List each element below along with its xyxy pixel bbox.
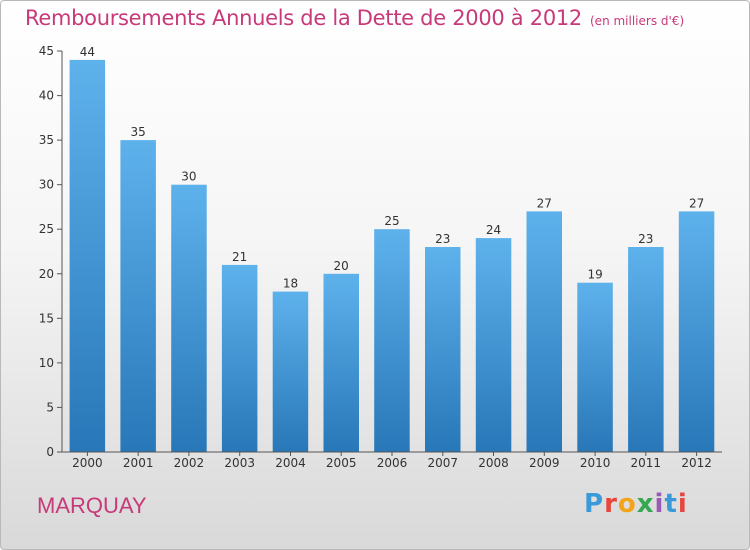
title-text: Remboursements Annuels de la Dette de 20… xyxy=(25,6,582,30)
logo-letter: o xyxy=(617,489,637,519)
x-tick-label-2009: 2009 xyxy=(529,456,560,470)
x-tick-label-2007: 2007 xyxy=(428,456,459,470)
bar-2003 xyxy=(221,264,258,452)
y-tick-label-15: 15 xyxy=(39,311,54,325)
x-tick-label-2012: 2012 xyxy=(681,456,712,470)
x-tick-label-2010: 2010 xyxy=(580,456,611,470)
y-tick-label-25: 25 xyxy=(39,222,54,236)
logo-letter: i xyxy=(677,489,688,519)
bar-2001 xyxy=(120,140,156,452)
bar-2006 xyxy=(374,229,410,452)
bar-2004 xyxy=(272,291,309,452)
bar-value-label-2011: 23 xyxy=(638,232,653,246)
logo-letter: t xyxy=(664,489,678,519)
city-name: MARQUAY xyxy=(37,493,147,518)
logo-letter: P xyxy=(584,489,605,519)
x-tick-label-2002: 2002 xyxy=(174,456,205,470)
bar-value-label-2006: 25 xyxy=(384,214,399,228)
x-tick-label-2004: 2004 xyxy=(275,456,306,470)
y-tick-label-35: 35 xyxy=(39,133,54,147)
x-tick-label-2005: 2005 xyxy=(326,456,357,470)
bar-2002 xyxy=(171,184,207,452)
y-tick-label-40: 40 xyxy=(39,89,54,103)
logo-letter: x xyxy=(636,489,655,519)
bar-value-label-2008: 24 xyxy=(486,223,501,237)
proxiti-logo[interactable]: Proxiti xyxy=(584,489,688,519)
bar-2005 xyxy=(323,273,359,452)
logo-letter: i xyxy=(654,489,665,519)
y-tick-label-5: 5 xyxy=(46,400,54,414)
y-tick-label-45: 45 xyxy=(39,44,54,58)
bar-2000 xyxy=(69,59,106,453)
bar-value-label-2002: 30 xyxy=(181,170,196,184)
bar-value-label-2003: 21 xyxy=(232,250,247,264)
y-tick-label-0: 0 xyxy=(46,445,54,459)
y-tick-label-30: 30 xyxy=(39,178,54,192)
bar-value-label-2012: 27 xyxy=(689,196,704,210)
bar-2012 xyxy=(678,211,715,452)
bar-value-label-2001: 35 xyxy=(131,125,146,139)
bar-value-label-2005: 20 xyxy=(334,259,349,273)
bar-2009 xyxy=(526,211,562,452)
chart-title: Remboursements Annuels de la Dette de 20… xyxy=(25,6,684,30)
x-tick-label-2008: 2008 xyxy=(478,456,509,470)
bar-value-label-2009: 27 xyxy=(537,196,552,210)
bar-2011 xyxy=(628,247,664,452)
x-tick-label-2006: 2006 xyxy=(377,456,408,470)
bar-value-label-2010: 19 xyxy=(587,268,602,282)
chart-subtitle: (en milliers d'€) xyxy=(590,14,685,28)
x-tick-label-2000: 2000 xyxy=(72,456,103,470)
y-tick-label-10: 10 xyxy=(39,356,54,370)
bar-value-label-2004: 18 xyxy=(283,277,298,291)
x-tick-label-2001: 2001 xyxy=(123,456,154,470)
bar-value-label-2007: 23 xyxy=(435,232,450,246)
x-tick-label-2003: 2003 xyxy=(224,456,255,470)
bar-value-label-2000: 44 xyxy=(80,45,95,59)
bar-2007 xyxy=(425,247,461,452)
bar-2010 xyxy=(577,282,613,452)
x-tick-label-2011: 2011 xyxy=(631,456,662,470)
y-tick-label-20: 20 xyxy=(39,267,54,281)
logo-letter: r xyxy=(604,489,618,519)
bar-2008 xyxy=(475,238,512,452)
